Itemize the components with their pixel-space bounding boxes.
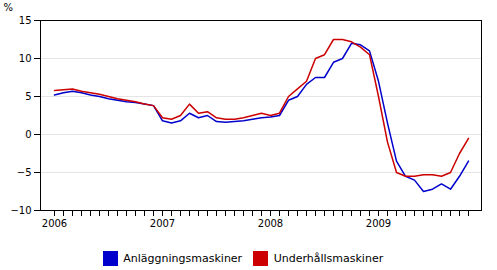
svg-text:2009: 2009 [366, 218, 391, 229]
svg-text:2007: 2007 [150, 218, 175, 229]
svg-text:15: 15 [19, 15, 32, 26]
svg-text:10: 10 [19, 53, 32, 64]
svg-text:−5: −5 [17, 167, 32, 178]
html-text:Anläggningsmaskiner: Anläggningsmaskiner [123, 252, 243, 265]
svg-text:2006: 2006 [42, 218, 67, 229]
html-text:Underhållsmaskiner: Underhållsmaskiner [273, 252, 384, 265]
svg-text:−10: −10 [10, 205, 31, 216]
svg-text:5: 5 [25, 91, 31, 102]
svg-text:%: % [4, 2, 14, 13]
svg-text:2008: 2008 [258, 218, 283, 229]
svg-text:0: 0 [25, 129, 31, 140]
